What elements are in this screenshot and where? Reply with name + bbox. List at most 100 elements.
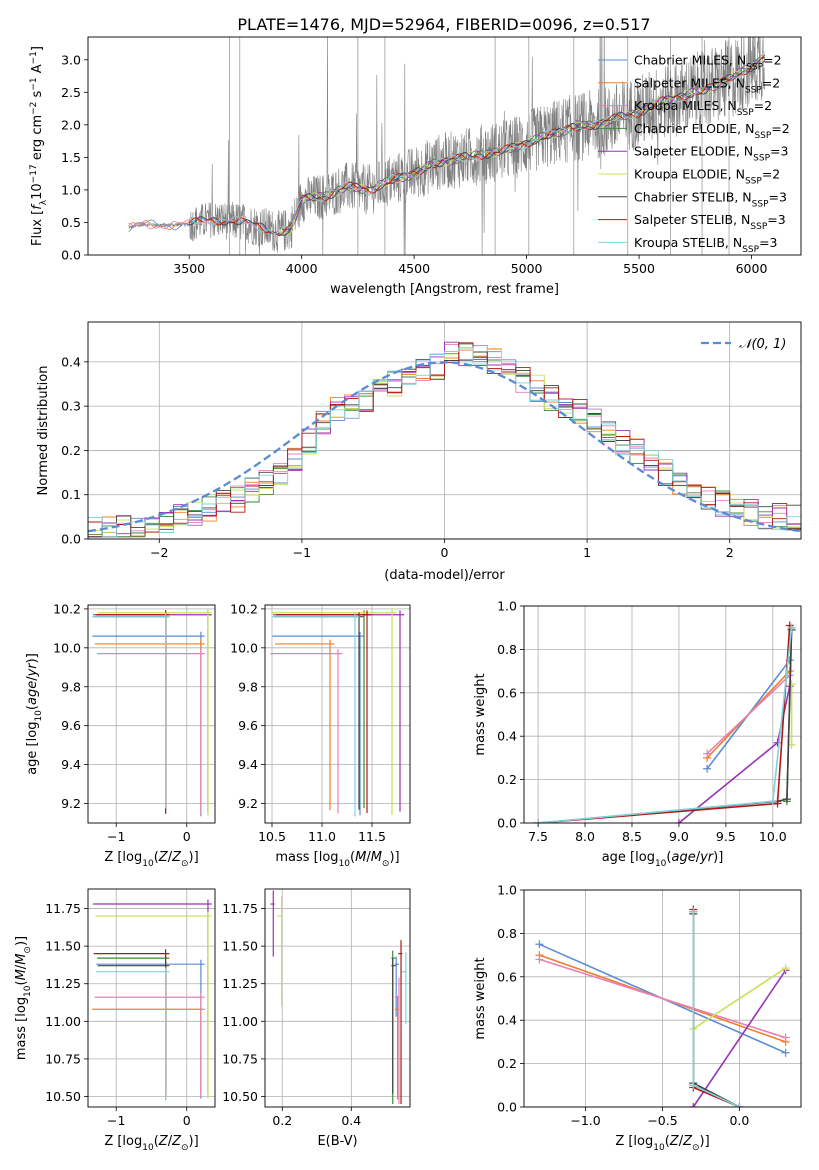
legend-entry: Salpeter ELODIE, NSSP=3 bbox=[634, 144, 788, 164]
age_vs_Z-xlabel-part: Z bbox=[158, 850, 169, 865]
residuals-ytick-label: 0.2 bbox=[61, 443, 81, 458]
spectrum-xlabel: wavelength [Angstrom, rest frame] bbox=[330, 282, 559, 297]
mass_vs_Z-ylabel-part: )] bbox=[14, 936, 29, 946]
weight_vs_age-xtick-label: 9.5 bbox=[716, 829, 736, 844]
spectrum-ylabel-part: −17 bbox=[29, 164, 39, 183]
gaussian-curve bbox=[88, 361, 801, 533]
weight_vs_age-point-marker bbox=[773, 799, 782, 808]
weight_vs_age-point-marker bbox=[534, 819, 543, 823]
age_vs_Z-panel: −1 09.29.49.69.810.010.2Z [log10(Z/Z⊙)]ag… bbox=[25, 601, 216, 869]
weight_vs_age-xlabel-part: / bbox=[696, 850, 701, 865]
age_vs_Z-xlabel-part: / bbox=[168, 850, 173, 865]
gaussian-legend-label: 𝒩(0, 1) bbox=[739, 337, 786, 352]
weight_vs_Z-point-marker bbox=[689, 907, 698, 916]
spectrum-ytick-label: 1.5 bbox=[61, 150, 81, 165]
spectrum-ylabel-part: f bbox=[30, 203, 45, 210]
mass_vs_Z-xtick-label: −1 bbox=[107, 1113, 125, 1128]
spectrum-ytick-label: 0.5 bbox=[61, 215, 81, 230]
weight_vs_age-plot-area bbox=[534, 621, 796, 823]
mass_vs_ebv-ytick-label: 11.00 bbox=[222, 1014, 258, 1029]
weight_vs_Z-point-marker bbox=[781, 964, 790, 973]
mass_vs_Z-ylabel-part: 10 bbox=[23, 985, 33, 997]
age_vs_Z-ytick-label: 10.0 bbox=[53, 640, 81, 655]
weight_vs_Z-ylabel-part: mass weight bbox=[473, 957, 488, 1039]
weight_vs_age-series-line bbox=[538, 629, 793, 823]
age_vs_Z-xlabel-part: )] bbox=[189, 850, 199, 865]
legend-entry-value: =3 bbox=[770, 144, 788, 159]
mass_vs_Z-xlabel-part: ( bbox=[154, 1134, 159, 1149]
legend-entry-value: =2 bbox=[762, 167, 780, 182]
weight_vs_age-series-line bbox=[706, 674, 791, 755]
weight_vs_age-ytick-label: 0.6 bbox=[497, 685, 517, 700]
weight_vs_age-ylabel-part: mass weight bbox=[473, 673, 488, 755]
spectrum-xtick-label: 5000 bbox=[511, 261, 543, 276]
mass_vs_Z-xlabel-part: Z bbox=[158, 1134, 169, 1149]
age_vs_Z-ylabel-part: 10 bbox=[34, 710, 44, 722]
weight_vs_age-point-marker bbox=[782, 795, 791, 804]
mass_vs_Z-ytick-label: 11.00 bbox=[45, 1014, 81, 1029]
mass_vs_Z-plot-area bbox=[92, 899, 212, 1101]
residuals-xtick-label: 1 bbox=[583, 545, 591, 560]
legend-entry: Chabrier MILES, NSSP=2 bbox=[634, 53, 782, 73]
age_vs_Z-ytick-label: 9.4 bbox=[61, 757, 81, 772]
weight_vs_age-point-marker bbox=[703, 749, 712, 758]
age_vs_mass-xlabel-part: M bbox=[371, 850, 382, 865]
age_vs_Z-ylabel-part: ( bbox=[25, 705, 40, 710]
mass_vs_Z-frame bbox=[87, 888, 216, 1108]
weight_vs_age-xtick-label: 8.5 bbox=[622, 829, 642, 844]
age_vs_mass-xlabel-part: mass [log bbox=[275, 850, 338, 865]
age_vs_Z-plot-area bbox=[92, 608, 212, 817]
spectrum-ylabel-part: ] bbox=[30, 46, 45, 51]
weight_vs_age-frame bbox=[523, 605, 802, 824]
residuals-frame bbox=[87, 321, 802, 540]
age_vs_mass-ytick-label: 10.2 bbox=[230, 601, 258, 616]
weight_vs_Z-xtick-label: −1.0 bbox=[570, 1113, 600, 1128]
weight_vs_Z-panel: −1.0 −0.5 0.00.00.20.40.60.81.0Z [log10(Z/… bbox=[473, 883, 802, 1153]
weight_vs_age-panel: 7.5 8.0 8.5 9.0 9.5 10.0 0.0 0.2 0.4 0.6 0.8 1.0 age… bbox=[473, 599, 802, 869]
spectrum-ytick-label: 1.0 bbox=[61, 182, 81, 197]
weight_vs_Z-ytick-label: 0.0 bbox=[497, 1100, 517, 1115]
weight_vs_age-point-marker bbox=[674, 819, 683, 823]
weight_vs_Z-xlabel-part: / bbox=[679, 1134, 684, 1149]
spectrum-model-line bbox=[279, 59, 766, 233]
spectrum-ylabel-part: Flux [ bbox=[30, 210, 45, 246]
weight_vs_age-xlabel: age [log10(age/yr)] bbox=[602, 850, 724, 869]
legend-entry-name: Chabrier STELIB, N bbox=[634, 189, 752, 204]
mass_vs_Z-ylabel-part: / bbox=[14, 964, 29, 969]
spectrum-xtick-label: 5500 bbox=[623, 261, 655, 276]
spectrum-ylabel-part: 10 bbox=[30, 183, 45, 200]
spectrum-ylabel-part: −1 bbox=[29, 77, 39, 90]
legend-entry-name: Kroupa STELIB, N bbox=[634, 235, 742, 250]
residuals-xtick-label: −2 bbox=[150, 545, 168, 560]
weight_vs_Z-point-marker bbox=[535, 955, 544, 964]
age_vs_Z-ylabel-part: / bbox=[25, 676, 40, 681]
mass_vs_ebv-ytick-label: 11.50 bbox=[222, 939, 258, 954]
weight_vs_age-point-marker bbox=[787, 623, 796, 632]
mass_vs_Z-xlabel: Z [log10(Z/Z⊙)] bbox=[104, 1134, 198, 1153]
weight_vs_age-point-marker bbox=[768, 797, 777, 806]
age_vs_Z-ylabel-part: )] bbox=[25, 653, 40, 663]
weight_vs_Z-xlabel-part: 10 bbox=[653, 1143, 665, 1153]
mass_vs_Z-ytick-label: 11.75 bbox=[45, 901, 81, 916]
legend-entry: Chabrier ELODIE, NSSP=2 bbox=[634, 121, 790, 141]
mass_vs_ebv-ytick-label: 11.25 bbox=[222, 976, 258, 991]
residuals-xtick-label: 2 bbox=[726, 545, 734, 560]
age_vs_mass-xlabel-part: ⊙ bbox=[382, 859, 390, 869]
age_vs_mass-xlabel-part: / bbox=[366, 850, 371, 865]
weight_vs_Z-xlabel-part: Z [log bbox=[615, 1134, 653, 1149]
residuals-plot-area bbox=[88, 341, 801, 539]
weight_vs_age-ytick-label: 0.4 bbox=[497, 729, 517, 744]
legend-entry-name: Salpeter MILES, N bbox=[634, 75, 745, 90]
legend-entry-sub: SSP bbox=[745, 177, 762, 187]
mass_vs_ebv-plot-area bbox=[270, 890, 407, 1104]
residuals-ytick-label: 0.4 bbox=[61, 354, 81, 369]
weight_vs_age-xlabel-part: age bbox=[671, 850, 695, 865]
age_vs_mass-xlabel-part: M bbox=[355, 850, 366, 865]
legend-entry-sub: SSP bbox=[746, 63, 763, 73]
spectrum-ylabel-part: A bbox=[30, 64, 45, 77]
mass_vs_ebv-xtick-label: 0.4 bbox=[341, 1113, 361, 1128]
weight_vs_Z-point-marker bbox=[689, 1103, 698, 1107]
residuals-ytick-label: 0.3 bbox=[61, 399, 81, 414]
residuals-ylabel-part: Normed distribution bbox=[36, 366, 51, 496]
